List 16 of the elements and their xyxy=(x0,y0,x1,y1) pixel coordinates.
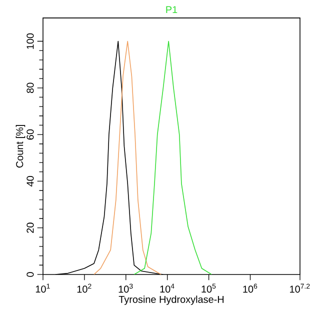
x-tick-label: 10$^{5}$ xyxy=(202,284,216,293)
chart-title: P1 xyxy=(166,6,178,14)
x-tick-label: 10$^{3}$ xyxy=(118,284,133,293)
x-tick-label: 10$^{4}$ xyxy=(160,284,174,293)
y-tick-label: 100 xyxy=(26,33,34,49)
x-tick-label: 10$^{7.2}$ xyxy=(290,284,310,293)
y-tick-label: 20 xyxy=(26,222,34,233)
y-axis-title: Count [%] xyxy=(16,125,26,168)
y-tick-label: 60 xyxy=(26,129,34,140)
y-tick-label: 0 xyxy=(26,272,34,277)
y-tick-label: 80 xyxy=(26,82,34,93)
x-tick-label: 10$^{1}$ xyxy=(36,284,50,293)
x-tick-label: 10$^{6}$ xyxy=(243,284,258,293)
x-tick-label: 10$^{2}$ xyxy=(77,284,92,293)
y-tick-label: 40 xyxy=(26,176,34,186)
x-axis-title: Tyrosine Hydroxylase-H xyxy=(118,296,224,305)
